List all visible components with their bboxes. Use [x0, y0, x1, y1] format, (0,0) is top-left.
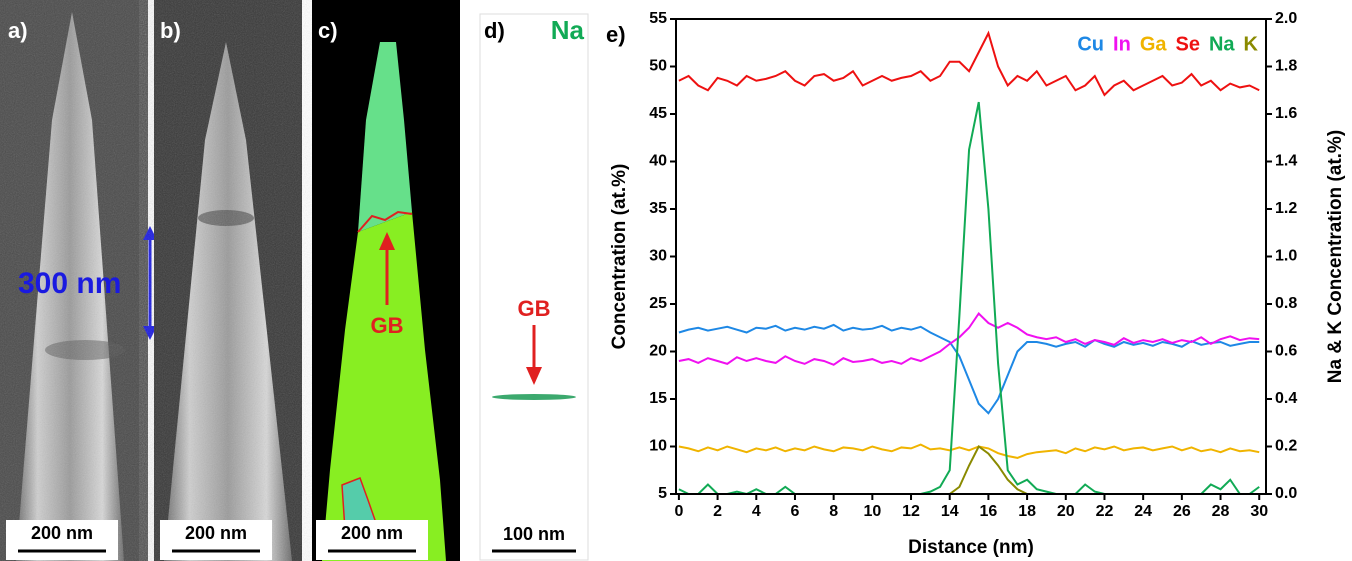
x-tick-label: 28: [1212, 503, 1230, 520]
arrow-head: [379, 232, 395, 250]
annotation: GB: [518, 296, 551, 321]
x-tick-label: 30: [1250, 503, 1268, 520]
x-tick-label: 18: [1018, 503, 1036, 520]
noise: [154, 0, 302, 561]
grain-lower: [322, 212, 446, 561]
legend-entry: In: [1113, 33, 1131, 55]
na-layer: [492, 394, 576, 400]
annotation: GB: [371, 313, 404, 338]
scale-label: 200 nm: [31, 523, 93, 543]
series-line: [678, 444, 1260, 494]
y-tick-label: 20: [649, 343, 667, 360]
x-tick-label: 12: [902, 503, 920, 520]
series-line: [678, 101, 1260, 494]
arrow-head: [143, 326, 157, 340]
legend-entry: Cu: [1077, 33, 1104, 55]
y2-tick-label: 1.8: [1275, 58, 1297, 75]
y-tick-label: 15: [649, 390, 667, 407]
x-tick-label: 10: [863, 503, 881, 520]
scale-box: [6, 520, 118, 560]
panel-label: b): [160, 18, 181, 43]
y2-tick-label: 0.0: [1275, 485, 1297, 502]
y-tick-label: 10: [649, 438, 667, 455]
series-line: [678, 443, 1260, 459]
y-tick-label: 35: [649, 200, 667, 217]
y-tick-label: 55: [649, 10, 667, 27]
scale-box: [160, 520, 272, 560]
x-tick-label: 8: [829, 503, 838, 520]
y2-axis-title: Na & K Concentration (at.%): [1325, 130, 1346, 383]
y2-tick-label: 2.0: [1275, 10, 1297, 27]
x-tick-label: 20: [1057, 503, 1075, 520]
arrow-head: [143, 226, 157, 240]
y-tick-label: 40: [649, 153, 667, 170]
y-tick-label: 30: [649, 248, 667, 265]
arrow-head: [526, 367, 542, 385]
x-tick-label: 26: [1173, 503, 1191, 520]
scale-box: [316, 520, 428, 560]
panel-label: c): [318, 18, 338, 43]
y2-tick-label: 1.2: [1275, 200, 1297, 217]
legend-entry: Na: [1209, 33, 1235, 55]
panel-label: e): [606, 22, 626, 47]
legend-entry: Ga: [1140, 33, 1168, 55]
panel-label: a): [8, 18, 28, 43]
grain-upper: [358, 42, 412, 232]
legend-entry: Se: [1176, 33, 1200, 55]
scale-label: 200 nm: [341, 523, 403, 543]
y-tick-label: 50: [649, 58, 667, 75]
panel-label: d): [484, 18, 505, 43]
x-tick-label: 4: [752, 503, 761, 520]
y2-tick-label: 0.2: [1275, 438, 1297, 455]
y-tick-label: 45: [649, 105, 667, 122]
series-line: [678, 311, 1260, 366]
y2-tick-label: 0.8: [1275, 295, 1297, 312]
y-tick-label: 5: [658, 485, 667, 502]
x-tick-label: 2: [713, 503, 722, 520]
series-line: [678, 323, 1260, 415]
series-line: [678, 30, 1260, 97]
scale-label: 200 nm: [185, 523, 247, 543]
y2-tick-label: 1.0: [1275, 248, 1297, 265]
y-tick-label: 25: [649, 295, 667, 312]
x-tick-label: 22: [1096, 503, 1114, 520]
y2-tick-label: 0.4: [1275, 390, 1297, 407]
x-axis-title: Distance (nm): [908, 537, 1034, 558]
annotation: 300 nm: [18, 267, 121, 300]
noise: [0, 0, 148, 561]
y2-tick-label: 1.6: [1275, 105, 1297, 122]
y2-tick-label: 0.6: [1275, 343, 1297, 360]
x-tick-label: 24: [1134, 503, 1152, 520]
x-tick-label: 16: [980, 503, 998, 520]
x-tick-label: 0: [674, 503, 683, 520]
y-axis-title: Concentration (at.%): [609, 164, 630, 350]
y2-tick-label: 1.4: [1275, 153, 1297, 170]
plot-frame: [675, 18, 1267, 495]
legend-entry: K: [1244, 33, 1259, 55]
scale-label: 100 nm: [503, 524, 565, 544]
element-label: Na: [551, 15, 585, 45]
image-d: [479, 13, 589, 561]
x-tick-label: 6: [791, 503, 800, 520]
x-tick-label: 14: [941, 503, 959, 520]
gb-line: [357, 210, 413, 233]
